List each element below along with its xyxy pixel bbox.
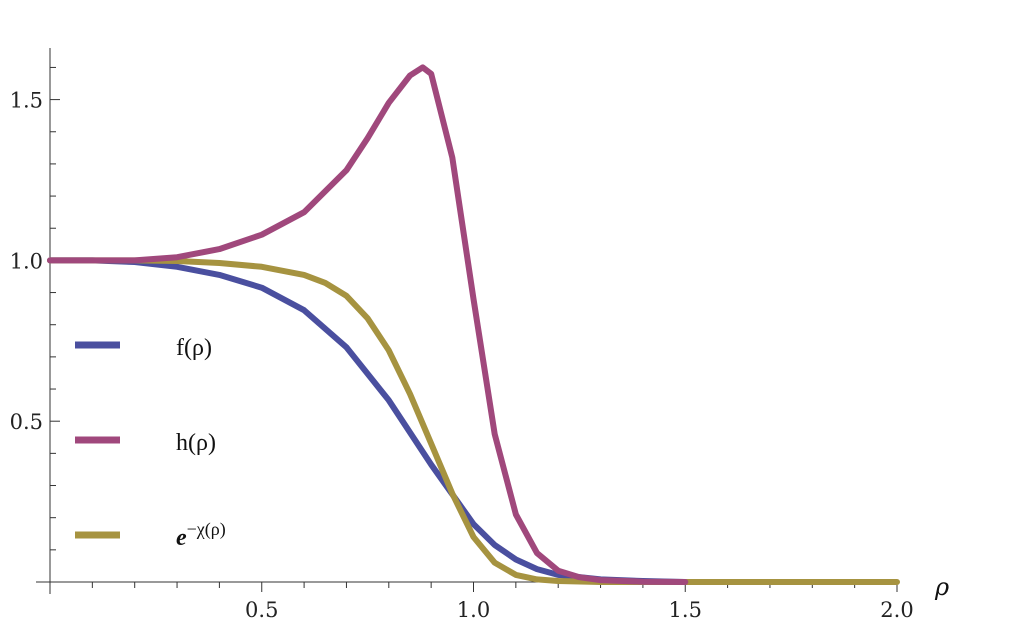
legend-label-e: e−χ(ρ) xyxy=(176,519,226,551)
tick-labels: 0.5 1.0 1.5 2.0 0.5 1.0 1.5 xyxy=(10,89,914,622)
x-tick-label: 1.0 xyxy=(457,598,490,622)
legend-label-h: h(ρ) xyxy=(176,430,216,456)
series-line-0 xyxy=(47,257,689,585)
x-tick-label: 0.5 xyxy=(245,598,278,622)
x-axis-label: ρ xyxy=(934,573,949,601)
series-line-1 xyxy=(47,64,689,585)
series-layer xyxy=(47,64,900,585)
series-line-2 xyxy=(47,257,900,585)
x-tick-label: 2.0 xyxy=(880,598,913,622)
legend: f(ρ) h(ρ) e−χ(ρ) xyxy=(75,335,226,551)
y-tick-label: 1.0 xyxy=(10,249,43,273)
y-tick-label: 0.5 xyxy=(10,410,43,434)
x-tick-label: 1.5 xyxy=(669,598,702,622)
legend-label-f: f(ρ) xyxy=(176,335,212,361)
y-tick-label: 1.5 xyxy=(10,89,43,113)
